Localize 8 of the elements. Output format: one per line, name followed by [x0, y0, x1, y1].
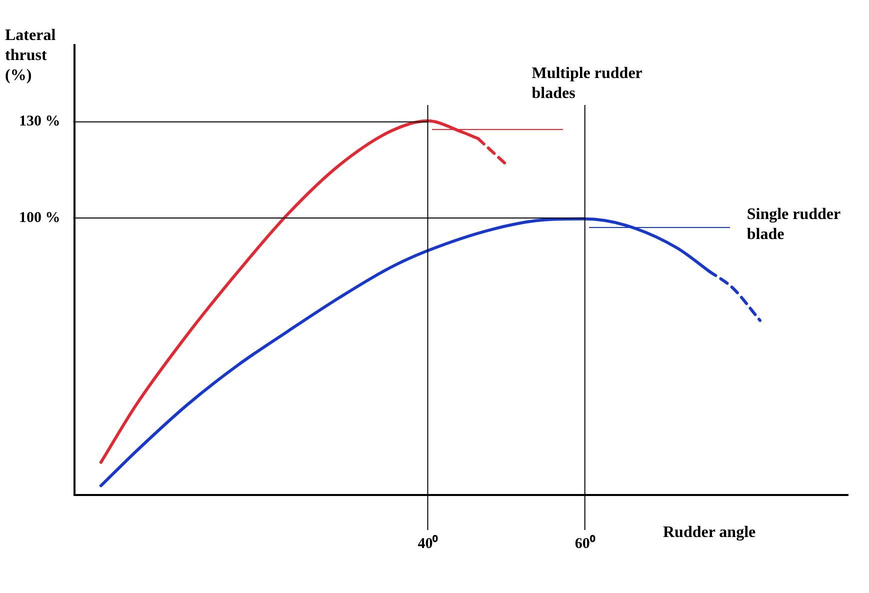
y-tick-label: 100 % [19, 210, 60, 226]
text: Single rudder blade [746, 206, 841, 244]
x-tick-label: 40⁰ [418, 534, 439, 552]
y-tick-label: 130 % [19, 114, 60, 130]
x-tick-label: 60⁰ [574, 534, 596, 552]
y-axis-title: Lateral thrust (%) [5, 27, 56, 84]
x-axis-title: Rudder angle [663, 524, 756, 542]
text: Multiple rudder blades [532, 65, 642, 102]
